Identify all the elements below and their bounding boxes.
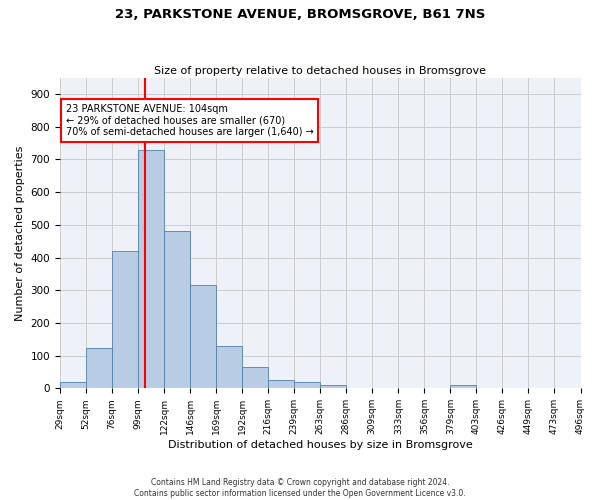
Bar <box>242 367 268 388</box>
X-axis label: Distribution of detached houses by size in Bromsgrove: Distribution of detached houses by size … <box>168 440 473 450</box>
Bar <box>294 382 320 388</box>
Bar <box>216 346 242 389</box>
Bar <box>320 385 346 388</box>
Bar <box>60 382 86 388</box>
Bar <box>451 385 476 388</box>
Text: Contains HM Land Registry data © Crown copyright and database right 2024.
Contai: Contains HM Land Registry data © Crown c… <box>134 478 466 498</box>
Bar <box>112 251 138 388</box>
Bar <box>164 232 190 388</box>
Title: Size of property relative to detached houses in Bromsgrove: Size of property relative to detached ho… <box>154 66 486 76</box>
Bar <box>138 150 164 388</box>
Text: 23 PARKSTONE AVENUE: 104sqm
← 29% of detached houses are smaller (670)
70% of se: 23 PARKSTONE AVENUE: 104sqm ← 29% of det… <box>65 104 313 137</box>
Bar <box>268 380 294 388</box>
Y-axis label: Number of detached properties: Number of detached properties <box>15 146 25 320</box>
Bar <box>86 348 112 389</box>
Text: 23, PARKSTONE AVENUE, BROMSGROVE, B61 7NS: 23, PARKSTONE AVENUE, BROMSGROVE, B61 7N… <box>115 8 485 20</box>
Bar <box>190 286 216 389</box>
